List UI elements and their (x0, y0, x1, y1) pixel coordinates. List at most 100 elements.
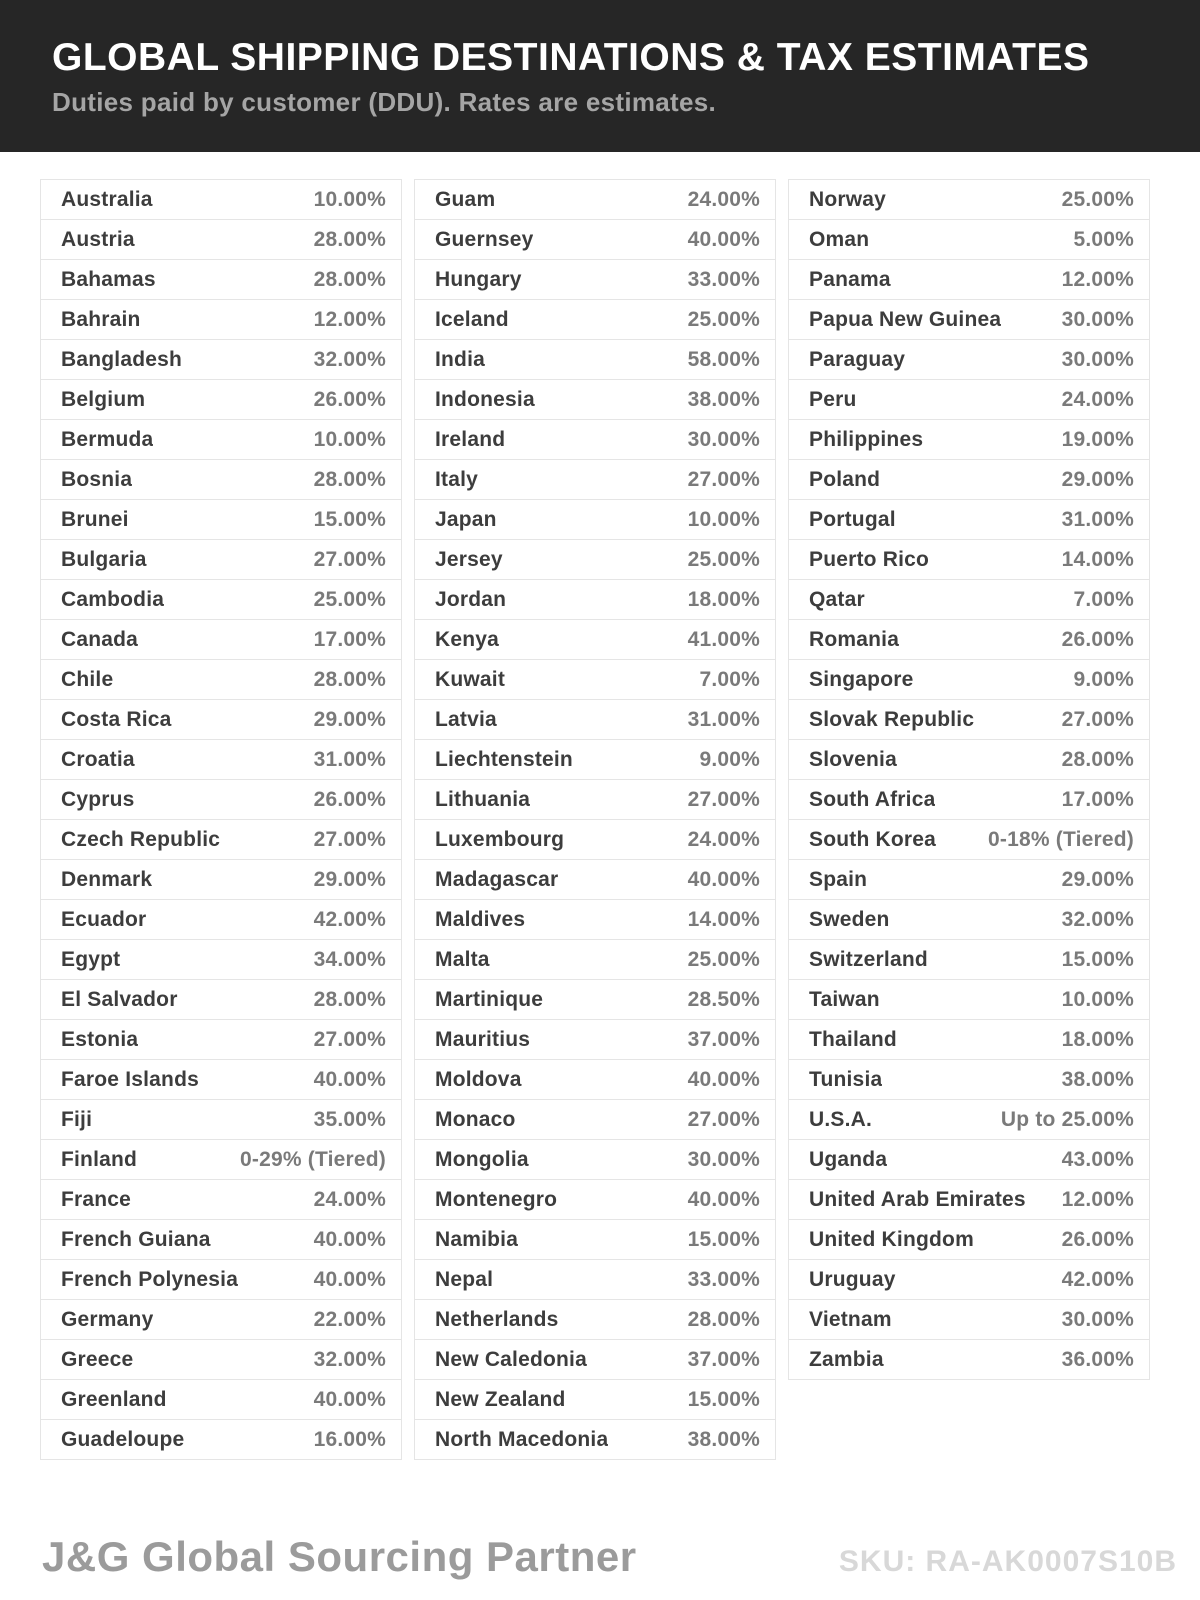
tax-rate: 40.00% (687, 1067, 760, 1091)
table-row: Estonia 27.00% (40, 1020, 402, 1060)
tax-rate: 25.00% (313, 587, 386, 611)
table-row: French Guiana 40.00% (40, 1220, 402, 1260)
country-name: Germany (61, 1307, 154, 1331)
tax-rate: 29.00% (313, 707, 386, 731)
country-name: Romania (809, 627, 900, 651)
table-row: New Caledonia 37.00% (414, 1340, 776, 1380)
tax-rate: 28.50% (687, 987, 760, 1011)
tax-rate: 26.00% (313, 787, 386, 811)
table-row: Fiji 35.00% (40, 1100, 402, 1140)
table-row: Switzerland 15.00% (788, 940, 1150, 980)
tax-rate: 24.00% (687, 827, 760, 851)
country-name: Fiji (61, 1107, 93, 1131)
country-name: Nepal (435, 1267, 494, 1291)
country-name: Zambia (809, 1347, 884, 1371)
table-row: Uganda 43.00% (788, 1140, 1150, 1180)
tax-rate: 41.00% (687, 627, 760, 651)
table-row: Bangladesh 32.00% (40, 340, 402, 380)
tax-rate: 34.00% (313, 947, 386, 971)
country-name: U.S.A. (809, 1107, 873, 1131)
tax-rate: 42.00% (1061, 1267, 1134, 1291)
tax-rate: 29.00% (313, 867, 386, 891)
country-name: Slovenia (809, 747, 897, 771)
tax-rate: 24.00% (313, 1187, 386, 1211)
table-row: Bermuda 10.00% (40, 420, 402, 460)
country-name: Japan (435, 507, 497, 531)
country-name: Latvia (435, 707, 497, 731)
table-row: Germany 22.00% (40, 1300, 402, 1340)
table-row: India 58.00% (414, 340, 776, 380)
tax-rate: 9.00% (1073, 667, 1134, 691)
country-name: Taiwan (809, 987, 880, 1011)
country-name: French Polynesia (61, 1267, 239, 1291)
country-name: Denmark (61, 867, 153, 891)
tax-rate: 25.00% (687, 547, 760, 571)
country-name: Cyprus (61, 787, 135, 811)
tax-rate: 27.00% (1061, 707, 1134, 731)
table-row: Kuwait 7.00% (414, 660, 776, 700)
tax-rate: 33.00% (687, 1267, 760, 1291)
country-name: Puerto Rico (809, 547, 930, 571)
country-name: Papua New Guinea (809, 307, 1002, 331)
table-row: United Arab Emirates 12.00% (788, 1180, 1150, 1220)
table-row: Monaco 27.00% (414, 1100, 776, 1140)
country-name: Kuwait (435, 667, 506, 691)
rates-column-1: Australia 10.00% Austria 28.00% Bahamas … (40, 179, 402, 1460)
table-row: New Zealand 15.00% (414, 1380, 776, 1420)
tax-rate: 38.00% (687, 387, 760, 411)
country-name: Sweden (809, 907, 890, 931)
table-row: Philippines 19.00% (788, 420, 1150, 460)
table-row: Mauritius 37.00% (414, 1020, 776, 1060)
country-name: Chile (61, 667, 114, 691)
country-name: South Korea (809, 827, 937, 851)
tax-rate: 35.00% (313, 1107, 386, 1131)
page-title: GLOBAL SHIPPING DESTINATIONS & TAX ESTIM… (52, 36, 1090, 79)
tax-rate: 26.00% (1061, 1227, 1134, 1251)
tax-rate: 19.00% (1061, 427, 1134, 451)
table-row: Peru 24.00% (788, 380, 1150, 420)
tax-rate: 15.00% (313, 507, 386, 531)
tax-rate: 27.00% (313, 1027, 386, 1051)
country-name: Singapore (809, 667, 914, 691)
tax-rate: 36.00% (1061, 1347, 1134, 1371)
table-row: French Polynesia 40.00% (40, 1260, 402, 1300)
tax-rate: 31.00% (313, 747, 386, 771)
table-row: Czech Republic 27.00% (40, 820, 402, 860)
table-row: Malta 25.00% (414, 940, 776, 980)
table-row: Tunisia 38.00% (788, 1060, 1150, 1100)
table-row: France 24.00% (40, 1180, 402, 1220)
tax-rate: 30.00% (687, 427, 760, 451)
tax-rate: 27.00% (313, 547, 386, 571)
table-row: Jordan 18.00% (414, 580, 776, 620)
tax-rate: 28.00% (313, 467, 386, 491)
country-name: Italy (435, 467, 479, 491)
country-name: Slovak Republic (809, 707, 975, 731)
table-row: Cyprus 26.00% (40, 780, 402, 820)
table-row: Jersey 25.00% (414, 540, 776, 580)
table-row: Madagascar 40.00% (414, 860, 776, 900)
country-name: Guernsey (435, 227, 534, 251)
country-name: Guam (435, 187, 496, 211)
tax-rate: 15.00% (687, 1387, 760, 1411)
country-name: Bangladesh (61, 347, 183, 371)
table-row: South Africa 17.00% (788, 780, 1150, 820)
table-row: El Salvador 28.00% (40, 980, 402, 1020)
country-name: United Kingdom (809, 1227, 974, 1251)
country-name: Egypt (61, 947, 121, 971)
country-name: Uganda (809, 1147, 888, 1171)
tax-rate: 28.00% (687, 1307, 760, 1331)
tax-rate: 14.00% (1061, 547, 1134, 571)
tax-rate: 14.00% (687, 907, 760, 931)
tax-rate: 9.00% (699, 747, 760, 771)
table-row: Ireland 30.00% (414, 420, 776, 460)
country-name: Tunisia (809, 1067, 883, 1091)
table-row: Montenegro 40.00% (414, 1180, 776, 1220)
table-row: Guam 24.00% (414, 180, 776, 220)
country-name: Vietnam (809, 1307, 892, 1331)
tax-rate: 32.00% (313, 1347, 386, 1371)
tax-rate: 25.00% (687, 307, 760, 331)
table-row: Guernsey 40.00% (414, 220, 776, 260)
country-name: Mauritius (435, 1027, 531, 1051)
country-name: Moldova (435, 1067, 522, 1091)
tax-rate: 37.00% (687, 1027, 760, 1051)
